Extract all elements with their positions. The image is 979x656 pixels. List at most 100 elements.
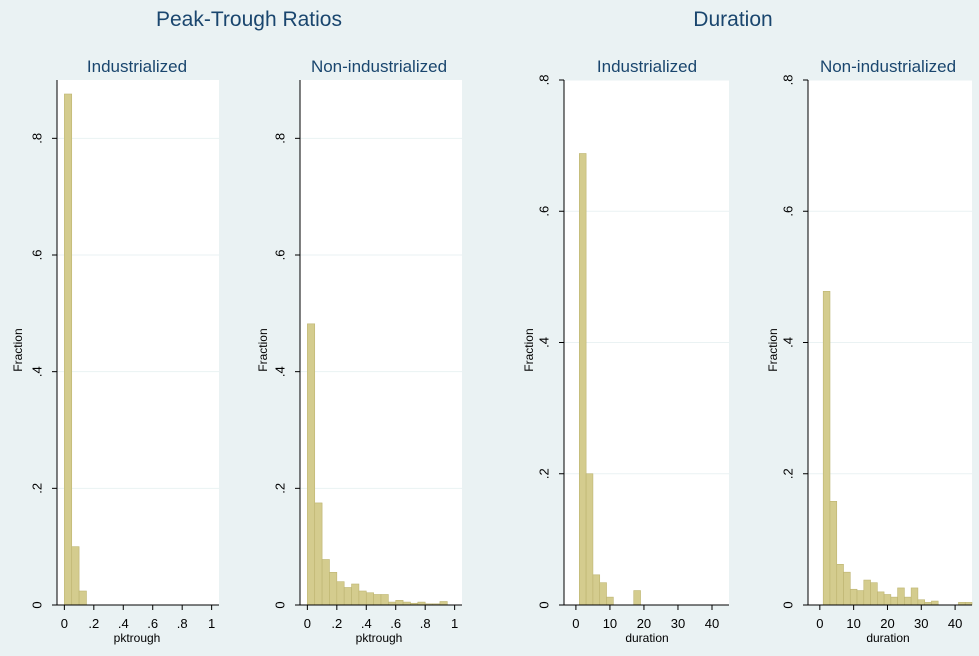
y-tick-label: 0 xyxy=(29,601,44,608)
panel-non-industrialized-duration: Non-industrialized duration Fraction 0 .2… xyxy=(766,57,973,645)
x-axis-label: duration xyxy=(866,631,909,645)
x-tick-label: 20 xyxy=(637,616,651,631)
histogram-bar xyxy=(931,600,939,606)
panel-title: Non-industrialized xyxy=(820,57,956,76)
x-tick-label: 1 xyxy=(208,616,215,631)
y-tick-label: .2 xyxy=(29,483,44,494)
x-tick-label: 0 xyxy=(61,616,68,631)
x-axis-label: duration xyxy=(625,631,668,645)
y-tick-label: .4 xyxy=(272,366,287,377)
panel-industrialized-duration: Industrialized duration Fraction 0 .2 .4 .6… xyxy=(522,57,729,645)
x-tick-label: .2 xyxy=(331,616,342,631)
histogram-bar xyxy=(897,587,905,606)
panel-industrialized-pktrough: Industrialized pktrough Fraction 0 .2 .4 .6… xyxy=(11,57,219,645)
histogram-bar xyxy=(849,588,858,606)
y-tick-label: 0 xyxy=(780,601,795,608)
histogram-bar xyxy=(870,582,878,606)
x-tick-label: .2 xyxy=(88,616,99,631)
group-title-duration: Duration xyxy=(693,8,772,31)
y-axis-label: Fraction xyxy=(766,328,780,371)
histogram-bar xyxy=(890,596,898,606)
x-tick-label: .6 xyxy=(147,616,158,631)
x-tick-label: 10 xyxy=(603,616,617,631)
histogram-bar xyxy=(856,590,865,606)
x-tick-label: 30 xyxy=(671,616,685,631)
group-title-peak-trough: Peak-Trough Ratios xyxy=(156,8,342,31)
plot-area xyxy=(57,80,219,605)
x-tick-label: 30 xyxy=(914,616,928,631)
y-axis-label: Fraction xyxy=(11,328,25,371)
y-tick-label: .4 xyxy=(536,337,551,348)
x-tick-label: 1 xyxy=(451,616,458,631)
x-tick-label: .8 xyxy=(420,616,431,631)
histogram-bar xyxy=(380,594,389,606)
y-tick-label: .2 xyxy=(780,468,795,479)
x-axis-label: pktrough xyxy=(356,631,403,645)
histogram-bar xyxy=(321,559,330,606)
histogram-bar xyxy=(843,571,851,606)
x-tick-label: .8 xyxy=(177,616,188,631)
x-tick-label: 20 xyxy=(880,616,894,631)
histogram-bar xyxy=(351,583,360,606)
x-tick-label: 0 xyxy=(816,616,823,631)
y-axis-label: Fraction xyxy=(256,328,270,371)
y-tick-label: .4 xyxy=(780,337,795,348)
histogram-bar xyxy=(78,590,87,606)
y-tick-label: .6 xyxy=(780,206,795,217)
x-tick-label: 40 xyxy=(948,616,962,631)
panel-title: Non-industrialized xyxy=(311,57,447,76)
histogram-bar xyxy=(64,93,73,606)
histogram-bar xyxy=(592,574,601,606)
x-tick-label: .4 xyxy=(361,616,372,631)
x-tick-label: 0 xyxy=(304,616,311,631)
histogram-bar xyxy=(836,564,844,606)
y-tick-label: .6 xyxy=(536,206,551,217)
y-tick-label: 0 xyxy=(536,601,551,608)
y-axis-label: Fraction xyxy=(522,328,536,371)
histogram-bar xyxy=(395,600,404,606)
y-tick-label: .2 xyxy=(536,468,551,479)
histogram-bar xyxy=(863,579,871,606)
histogram-bar xyxy=(829,501,838,606)
histogram-bar xyxy=(365,592,374,606)
y-tick-label: .8 xyxy=(29,133,44,144)
histogram-bar xyxy=(343,587,352,606)
histogram-bar xyxy=(336,581,345,606)
y-tick-label: .8 xyxy=(780,75,795,86)
x-tick-label: 10 xyxy=(846,616,860,631)
histogram-bar xyxy=(307,323,316,606)
histogram-bar xyxy=(439,601,448,606)
y-tick-label: .2 xyxy=(272,483,287,494)
histogram-bar xyxy=(373,594,382,606)
y-tick-label: .8 xyxy=(536,75,551,86)
histogram-bar xyxy=(917,599,925,606)
histogram-bar xyxy=(585,473,594,606)
y-tick-label: 0 xyxy=(272,601,287,608)
y-tick-label: .4 xyxy=(29,366,44,377)
plot-area xyxy=(300,80,462,605)
x-axis-label: pktrough xyxy=(114,631,161,645)
panel-title: Industrialized xyxy=(597,57,697,76)
histogram-bar xyxy=(883,594,892,606)
y-tick-label: .8 xyxy=(272,133,287,144)
histogram-bar xyxy=(329,572,338,606)
x-tick-label: 0 xyxy=(572,616,579,631)
histogram-bar xyxy=(606,596,614,606)
histogram-bar xyxy=(910,587,919,606)
histogram-bar xyxy=(599,582,607,606)
y-tick-label: .6 xyxy=(272,250,287,261)
panel-non-industrialized-pktrough: Non-industrialized pktrough Fraction 0 .2… xyxy=(256,57,462,645)
x-tick-label: .4 xyxy=(118,616,129,631)
x-tick-label: 40 xyxy=(705,616,719,631)
panel-title: Industrialized xyxy=(87,57,187,76)
histogram-bar xyxy=(71,546,80,606)
histogram-bar xyxy=(579,153,587,606)
histogram-bar xyxy=(822,291,831,606)
histogram-bar xyxy=(314,502,323,606)
y-tick-label: .6 xyxy=(29,250,44,261)
histogram-bar xyxy=(633,590,641,606)
histogram-bar xyxy=(877,591,885,606)
x-tick-label: .6 xyxy=(390,616,401,631)
